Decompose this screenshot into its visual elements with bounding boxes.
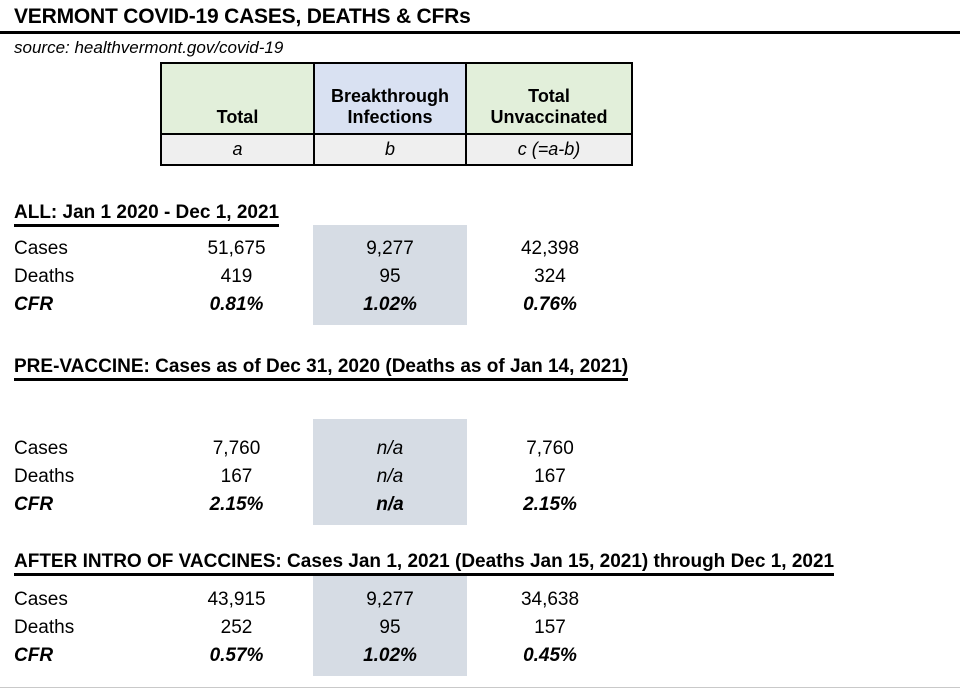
table-row-cases: Cases 51,675 9,277 42,398 [0, 235, 960, 263]
cell-breakthrough: n/a [376, 466, 404, 487]
table-row-deaths: Deaths 252 95 157 [0, 614, 960, 642]
table-row-cases: Cases 7,760 n/a 7,760 [0, 435, 960, 463]
legend-formula-a: a [162, 133, 313, 164]
legend-header-breakthrough-label: Breakthrough Infections [330, 86, 449, 127]
cell-total: 167 [220, 466, 253, 487]
cell-unvaccinated: 2.15% [523, 494, 577, 515]
cell-breakthrough: 1.02% [363, 645, 417, 666]
section-all: ALL: Jan 1 2020 - Dec 1, 2021 Cases 51,6… [0, 201, 960, 325]
section-after-vaccines-heading: AFTER INTRO OF VACCINES: Cases Jan 1, 20… [14, 550, 960, 576]
cell-breakthrough: 9,277 [366, 589, 414, 610]
cell-breakthrough: 9,277 [366, 238, 414, 259]
cell-total: 0.81% [209, 294, 264, 315]
cell-total: 7,760 [212, 438, 261, 459]
section-pre-vaccine: PRE-VACCINE: Cases as of Dec 31, 2020 (D… [0, 355, 960, 525]
breakthrough-column-highlight [313, 419, 467, 525]
table-row-cfr: CFR 2.15% n/a 2.15% [0, 491, 960, 519]
cell-unvaccinated: 0.76% [523, 294, 577, 315]
cell-breakthrough: n/a [376, 494, 404, 515]
cell-total: 43,915 [207, 589, 266, 610]
section-all-rows: Cases 51,675 9,277 42,398 Deaths 419 95 … [0, 225, 960, 325]
cell-unvaccinated: 167 [534, 466, 566, 487]
legend-header-breakthrough: Breakthrough Infections [313, 64, 465, 133]
table-row-deaths: Deaths 167 n/a 167 [0, 463, 960, 491]
legend-header-total-label: Total [216, 107, 259, 127]
cell-total: 51,675 [207, 238, 266, 259]
cell-unvaccinated: 42,398 [520, 238, 580, 259]
cell-unvaccinated: 7,760 [526, 438, 574, 459]
cell-total: 0.57% [209, 645, 264, 666]
section-after-vaccines-rows: Cases 43,915 9,277 34,638 Deaths 252 95 … [0, 576, 960, 676]
cell-unvaccinated: 0.45% [523, 645, 577, 666]
row-label: CFR [14, 645, 54, 666]
section-after-vaccines: AFTER INTRO OF VACCINES: Cases Jan 1, 20… [0, 550, 960, 676]
row-label: Cases [14, 238, 68, 259]
section-pre-vaccine-heading-text: PRE-VACCINE: Cases as of Dec 31, 2020 (D… [14, 355, 629, 381]
cell-breakthrough: 95 [379, 266, 401, 287]
row-label: CFR [14, 294, 54, 315]
section-after-vaccines-heading-text: AFTER INTRO OF VACCINES: Cases Jan 1, 20… [14, 550, 835, 576]
cell-total: 419 [220, 266, 253, 287]
row-label: Cases [14, 589, 68, 610]
row-label: Cases [14, 438, 68, 459]
cell-unvaccinated: 34,638 [520, 589, 580, 610]
table-row-cfr: CFR 0.81% 1.02% 0.76% [0, 291, 960, 319]
title-underline-rule [0, 31, 960, 34]
legend-header-total: Total [162, 64, 313, 133]
legend-header-unvaccinated-label: Total Unvaccinated [490, 86, 608, 127]
row-label: Deaths [14, 466, 75, 487]
column-legend-table: Total Breakthrough Infections Total Unva… [160, 62, 633, 166]
table-row-deaths: Deaths 419 95 324 [0, 263, 960, 291]
table-row-cases: Cases 43,915 9,277 34,638 [0, 586, 960, 614]
cell-unvaccinated: 324 [534, 266, 566, 287]
table-row-cfr: CFR 0.57% 1.02% 0.45% [0, 642, 960, 670]
legend-header-unvaccinated: Total Unvaccinated [465, 64, 631, 133]
breakthrough-column-highlight [313, 576, 467, 676]
legend-formula-c: c (=a-b) [465, 133, 631, 164]
cell-unvaccinated: 157 [534, 617, 566, 638]
cell-total: 252 [220, 617, 253, 638]
cell-breakthrough: 95 [379, 617, 401, 638]
cell-total: 2.15% [209, 494, 264, 515]
section-pre-vaccine-rows: Cases 7,760 n/a 7,760 Deaths 167 n/a 167… [0, 419, 960, 525]
section-pre-vaccine-heading: PRE-VACCINE: Cases as of Dec 31, 2020 (D… [14, 355, 960, 381]
legend-formula-b: b [313, 133, 465, 164]
cell-breakthrough: 1.02% [363, 294, 417, 315]
row-label: Deaths [14, 617, 75, 638]
row-label: Deaths [14, 266, 75, 287]
page-title: VERMONT COVID-19 CASES, DEATHS & CFRs [14, 5, 471, 28]
cell-breakthrough: n/a [376, 438, 404, 459]
breakthrough-column-highlight [313, 225, 467, 325]
source-note: source: healthvermont.gov/covid-19 [14, 38, 284, 57]
section-all-heading-text: ALL: Jan 1 2020 - Dec 1, 2021 [14, 201, 280, 227]
bottom-gridline [0, 687, 960, 688]
row-label: CFR [14, 494, 54, 515]
section-all-heading: ALL: Jan 1 2020 - Dec 1, 2021 [14, 201, 960, 227]
